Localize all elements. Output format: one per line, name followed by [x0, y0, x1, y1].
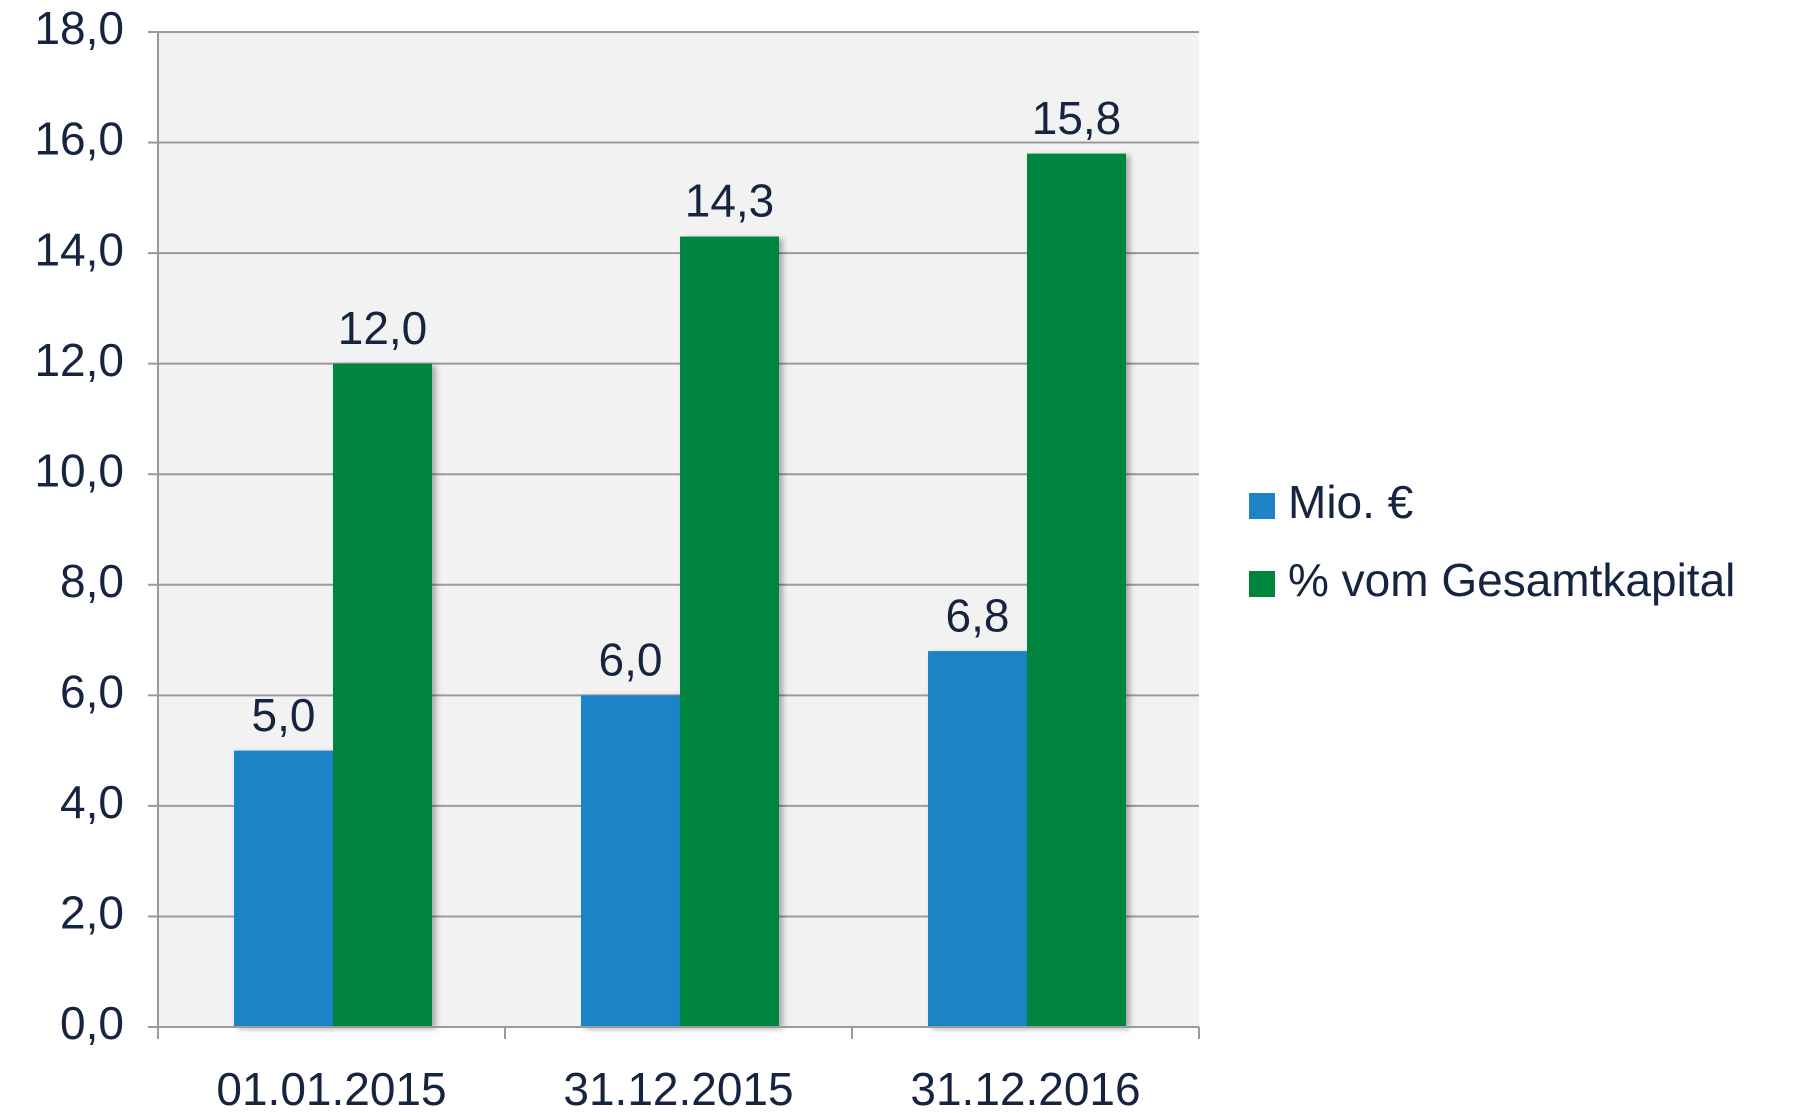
bar	[581, 695, 680, 1027]
legend-swatch	[1249, 493, 1275, 519]
bar	[680, 236, 779, 1027]
x-tick-label: 01.01.2015	[216, 1063, 446, 1113]
data-label: 14,3	[685, 175, 775, 227]
data-label: 6,0	[599, 633, 663, 685]
legend-label: Mio. €	[1288, 476, 1413, 528]
y-tick-label: 6,0	[60, 665, 124, 717]
y-tick-label: 8,0	[60, 555, 124, 607]
data-label: 6,8	[946, 589, 1010, 641]
data-label: 12,0	[338, 302, 428, 354]
y-tick-label: 4,0	[60, 776, 124, 828]
legend-swatch	[1249, 571, 1275, 597]
x-tick-label: 31.12.2015	[563, 1063, 793, 1113]
bar	[928, 651, 1027, 1027]
x-tick-label: 31.12.2016	[910, 1063, 1140, 1113]
y-tick-label: 2,0	[60, 887, 124, 939]
y-tick-label: 18,0	[34, 2, 124, 54]
bar	[234, 750, 333, 1027]
y-tick-label: 14,0	[34, 223, 124, 275]
data-label: 15,8	[1032, 92, 1122, 144]
y-tick-label: 16,0	[34, 113, 124, 165]
legend-label: % vom Gesamtkapital	[1288, 554, 1735, 606]
y-tick-label: 10,0	[34, 444, 124, 496]
data-label: 5,0	[252, 689, 316, 741]
y-tick-label: 12,0	[34, 334, 124, 386]
y-tick-label: 0,0	[60, 997, 124, 1049]
bar	[333, 363, 432, 1028]
bar	[1027, 153, 1126, 1028]
